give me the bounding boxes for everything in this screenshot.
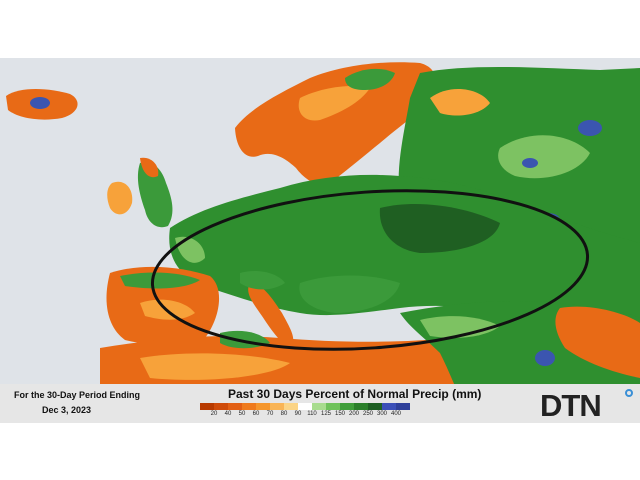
gb-orange [140, 157, 159, 178]
legend-tick-label: 90 [294, 411, 302, 417]
iceland-wet-spot [30, 97, 50, 109]
legend-color-bar [200, 403, 410, 410]
legend-swatch [368, 403, 382, 410]
legend-tick-label: 20 [210, 411, 218, 417]
period-date: Dec 3, 2023 [42, 405, 92, 415]
legend-swatch [396, 403, 410, 410]
russia-blue-spot-3 [522, 158, 538, 168]
legend-swatch [242, 403, 256, 410]
ireland [107, 181, 133, 215]
iberia-green-north [120, 272, 200, 289]
legend-tick-label: 200 [348, 411, 359, 417]
legend-tick-label: 50 [238, 411, 246, 417]
scandinavia-light [298, 86, 370, 121]
legend-tick-label: 125 [320, 411, 331, 417]
legend-swatch [228, 403, 242, 410]
scandinavia-region [235, 62, 437, 185]
dtn-logo-dot [625, 389, 633, 397]
legend-swatch [326, 403, 340, 410]
legend-swatch [340, 403, 354, 410]
middle-east-orange [555, 306, 640, 378]
map-canvas [0, 58, 640, 423]
north-africa-light [140, 353, 290, 380]
legend-swatch [354, 403, 368, 410]
legend-tick-label: 150 [334, 411, 345, 417]
scandinavia-green [345, 68, 395, 90]
legend-tick-label: 250 [362, 411, 373, 417]
legend-tick-label: 60 [252, 411, 260, 417]
legend-tick-label: 70 [266, 411, 274, 417]
central-europe-region [169, 174, 640, 328]
legend-tick-label: 300 [376, 411, 387, 417]
legend-tick-label: 110 [307, 411, 317, 417]
legend-swatch [256, 403, 270, 410]
great-britain [137, 161, 173, 228]
period-label: For the 30-Day Period Ending [14, 390, 141, 400]
legend-tick-label: 40 [224, 411, 232, 417]
legend-swatch [200, 403, 214, 410]
highlight-ellipse [150, 189, 590, 351]
legend-tick-label: 80 [280, 411, 288, 417]
legend-swatch [284, 403, 298, 410]
balkans-green [299, 275, 400, 313]
legend-swatch [312, 403, 326, 410]
italy [248, 283, 294, 348]
precip-map [0, 58, 640, 423]
legend-swatch [382, 403, 396, 410]
dtn-logo: DTN [540, 388, 602, 423]
italy-north-green [240, 271, 285, 290]
legend-swatch [298, 403, 312, 410]
ukraine-dark [379, 203, 500, 253]
russia-orange-patch [430, 88, 490, 116]
russia-light-patch [498, 135, 590, 179]
turkey-light [420, 316, 500, 338]
middle-east-blue-spot [535, 350, 555, 366]
russia-blue-spot-1 [578, 120, 602, 136]
legend-swatch [214, 403, 228, 410]
legend-title: Past 30 Days Percent of Normal Precip (m… [228, 387, 482, 401]
legend-tick-label: 400 [390, 411, 401, 417]
legend-swatch [270, 403, 284, 410]
